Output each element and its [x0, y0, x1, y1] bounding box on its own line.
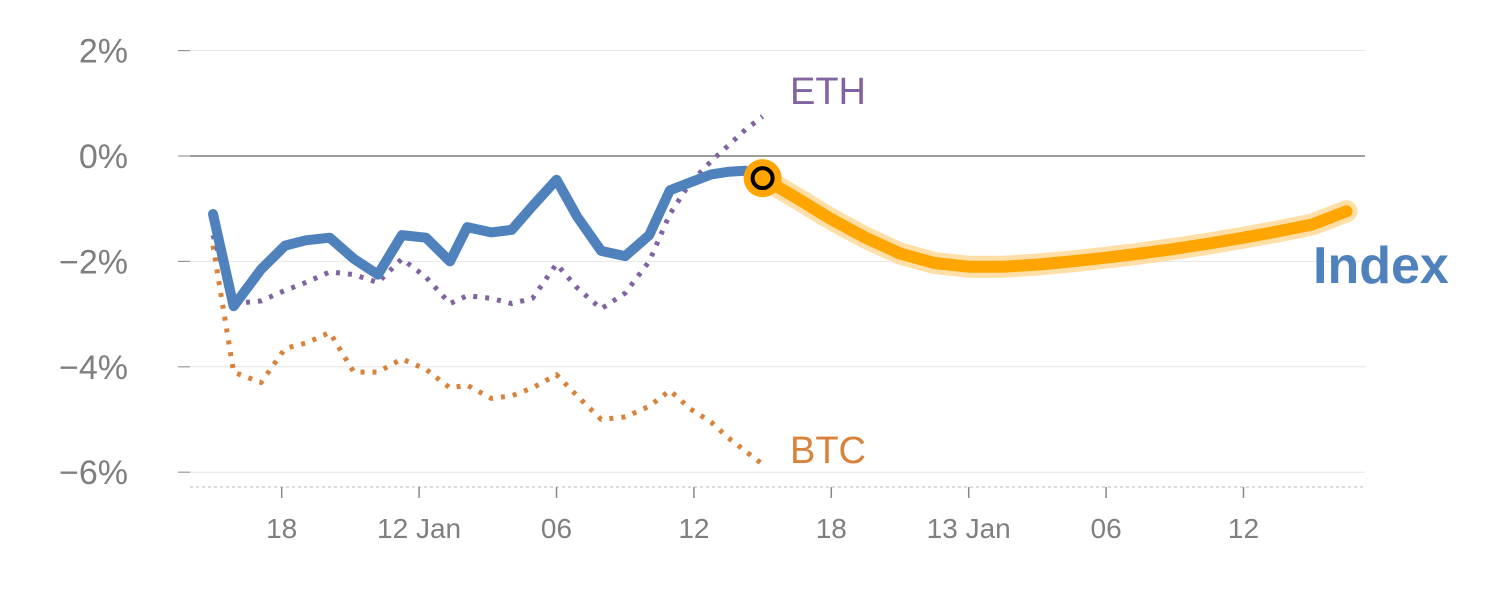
y-tick-label: −6% [59, 454, 128, 492]
btc-series-line [210, 245, 765, 467]
x-tick-label: 12 [678, 513, 709, 544]
forecast-series-line [756, 172, 1353, 273]
y-tick-label: −2% [59, 243, 128, 281]
x-tick-label: 06 [541, 513, 572, 544]
index-series-line [208, 165, 751, 312]
y-tick-label: 0% [79, 138, 128, 176]
x-tick-label: 18 [816, 513, 847, 544]
y-tick-label: −4% [59, 349, 128, 387]
x-tick-label: 12 [1228, 513, 1259, 544]
axes: 2% 0% −2% −4% −6% 18 12 Jan 06 12 18 13 Jan 06 12 [59, 33, 1365, 544]
x-tick-label: 13 Jan [927, 513, 1011, 544]
eth-series-label: ETH [790, 71, 866, 113]
x-tick-label: 06 [1091, 513, 1122, 544]
labels: ETH BTC Index [790, 71, 1449, 472]
btc-series-label: BTC [790, 430, 866, 472]
x-tick-label: 18 [266, 513, 297, 544]
current-point-marker [750, 166, 775, 191]
y-tick-label: 2% [79, 33, 128, 71]
x-tick-label: 12 Jan [377, 513, 461, 544]
index-series-label: Index [1313, 237, 1449, 295]
eth-series-line [210, 114, 765, 312]
forecast-halo [751, 167, 1358, 278]
series [208, 114, 1358, 467]
